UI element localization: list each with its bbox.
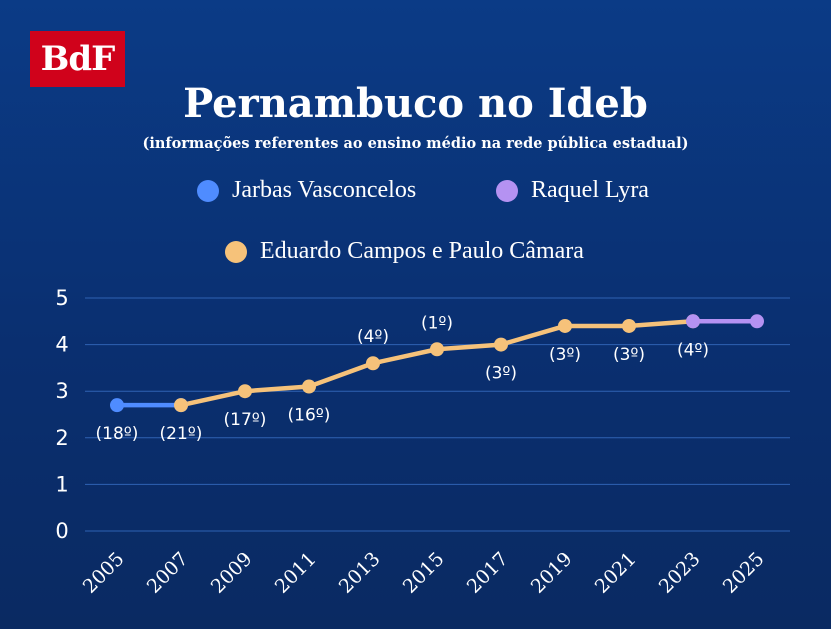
x-tick-label: 2007 [143, 548, 193, 598]
data-point [238, 384, 252, 399]
legend-item-raquel-lyra: Raquel Lyra [496, 177, 649, 204]
x-tick-label: 2021 [591, 548, 641, 598]
x-tick-label: 2013 [335, 548, 385, 598]
y-tick-label: 4 [55, 333, 68, 357]
rank-label: (3º) [613, 345, 645, 365]
x-tick-label: 2025 [719, 548, 769, 598]
legend-marker-icon [197, 179, 219, 202]
rank-label: (3º) [549, 345, 581, 365]
rank-label: (3º) [485, 364, 517, 384]
legend-item-jarbas-vasconcelos: Jarbas Vasconcelos [197, 177, 416, 204]
data-point [622, 318, 636, 333]
data-point [558, 318, 572, 333]
x-tick-label: 2019 [527, 548, 577, 598]
y-tick-label: 1 [55, 472, 68, 496]
rank-label: (18º) [96, 424, 139, 444]
legend-label: Eduardo Campos e Paulo Câmara [260, 238, 584, 264]
x-tick-label: 2017 [463, 548, 513, 598]
legend-label: Jarbas Vasconcelos [232, 177, 417, 203]
data-point [174, 398, 188, 413]
rank-label: (17º) [224, 410, 267, 430]
rank-label: (4º) [357, 327, 389, 347]
rank-label: (21º) [160, 424, 203, 444]
bdf-logo: BdF [30, 31, 125, 87]
data-point [686, 314, 700, 329]
legend-marker-icon [496, 179, 518, 202]
legend-item-eduardo-campos-paulo-camara: Eduardo Campos e Paulo Câmara [225, 238, 584, 265]
y-tick-label: 5 [55, 286, 68, 310]
y-tick-label: 3 [55, 379, 68, 403]
data-point [430, 342, 444, 357]
rank-label: (4º) [677, 340, 709, 360]
legend-marker-icon [225, 240, 247, 263]
legend-label: Raquel Lyra [531, 177, 649, 203]
chart-title: Pernambuco no Ideb [183, 80, 648, 127]
data-point [366, 356, 380, 371]
x-tick-label: 2011 [271, 548, 321, 598]
rank-label: (1º) [421, 313, 453, 333]
y-tick-label: 2 [55, 426, 68, 450]
x-tick-label: 2023 [655, 548, 705, 598]
data-point [750, 314, 764, 329]
chart-subtitle: (informações referentes ao ensino médio … [142, 135, 689, 152]
rank-label: (16º) [288, 406, 331, 426]
data-point [494, 337, 508, 352]
x-tick-label: 2015 [399, 548, 449, 598]
data-point [302, 379, 316, 394]
y-tick-label: 0 [55, 519, 68, 543]
data-point [110, 398, 124, 413]
x-tick-label: 2009 [207, 548, 257, 598]
x-tick-label: 2005 [79, 548, 129, 598]
